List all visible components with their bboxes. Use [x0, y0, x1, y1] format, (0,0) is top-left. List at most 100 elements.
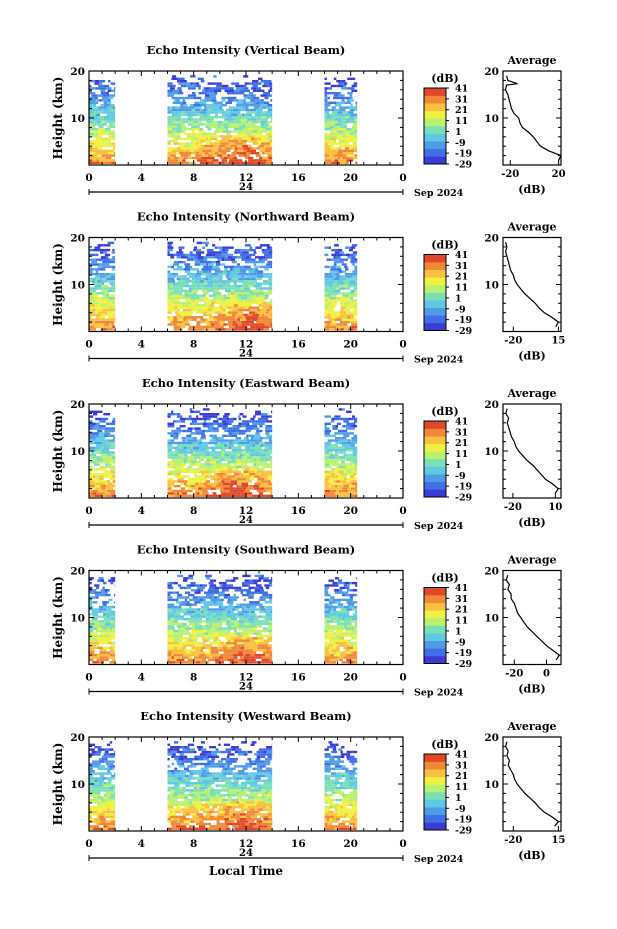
heatmap-cell — [344, 301, 351, 305]
heatmap-cell — [193, 246, 197, 249]
heatmap-cell — [249, 246, 253, 249]
heatmap-cell — [199, 101, 207, 104]
heatmap-cell — [224, 429, 227, 433]
heatmap-cell — [343, 137, 349, 140]
heatmap-cell — [324, 625, 332, 628]
profile-title: Average — [506, 54, 556, 67]
heatmap-cell — [341, 137, 344, 140]
heatmap-cell — [107, 610, 111, 614]
heatmap-cell — [217, 470, 220, 473]
heatmap-cell — [354, 149, 358, 152]
heatmap-cell — [167, 282, 171, 285]
heatmap-cell — [250, 152, 257, 155]
heatmap-cell — [176, 434, 179, 437]
heatmap-cell — [214, 589, 220, 592]
heatmap-cell — [249, 461, 257, 464]
heatmap-cell — [209, 287, 214, 290]
heatmap-cell — [181, 641, 185, 645]
heatmap-cell — [257, 646, 261, 650]
heatmap-cell — [209, 280, 214, 283]
heatmap-cell — [111, 434, 115, 437]
heatmap-cell — [221, 468, 226, 471]
heatmap-cell — [217, 477, 220, 481]
heatmap-cell — [208, 318, 214, 321]
heatmap-cell — [235, 473, 240, 476]
heatmap-cell — [112, 287, 116, 290]
heatmap-cell — [94, 156, 99, 160]
heatmap-cell — [225, 313, 232, 317]
heatmap-cell — [269, 125, 273, 128]
heatmap-cell — [348, 152, 354, 155]
heatmap-cell — [190, 82, 193, 85]
heatmap-cell — [89, 420, 93, 423]
heatmap-cell — [111, 453, 116, 457]
heatmap-cell — [196, 651, 200, 654]
heatmap-cell — [108, 593, 111, 597]
heatmap-cell — [92, 492, 97, 495]
heatmap-cell — [212, 120, 217, 124]
heatmap-cell — [341, 87, 348, 90]
heatmap-cell — [202, 451, 205, 454]
heatmap-cell — [255, 473, 259, 476]
heatmap-cell — [167, 432, 174, 435]
heatmap-cell — [94, 111, 97, 114]
heatmap-cell — [224, 149, 231, 152]
heatmap-cell — [211, 593, 214, 597]
heatmap-cell — [213, 292, 217, 295]
heatmap-cell — [349, 292, 354, 295]
heatmap-cell — [211, 123, 218, 126]
heatmap-cell — [235, 316, 238, 319]
heatmap-cell — [334, 577, 339, 580]
heatmap-cell — [352, 617, 358, 621]
heatmap-cell — [191, 468, 196, 471]
heatmap-cell — [342, 294, 350, 297]
heatmap-cell — [231, 477, 237, 481]
heatmap-cell — [220, 111, 224, 114]
heatmap-cell — [239, 280, 244, 283]
heatmap-cell — [248, 596, 254, 599]
heatmap-cell — [340, 320, 344, 324]
heatmap-cell — [351, 325, 355, 329]
heatmap-cell — [103, 581, 107, 585]
heatmap-cell — [223, 656, 230, 659]
heatmap-cell — [225, 622, 230, 626]
heatmap-cell — [177, 651, 185, 654]
heatmap-cell — [237, 649, 241, 652]
heatmap-cell — [345, 128, 352, 131]
heatmap-cell — [246, 487, 250, 490]
heatmap-cell — [99, 82, 103, 85]
heatmap-cell — [246, 593, 249, 597]
heatmap-cell — [101, 96, 109, 100]
heatmap-cell — [261, 658, 267, 662]
heatmap-cell — [89, 318, 95, 321]
heatmap-cell — [343, 323, 348, 326]
heatmap-cell — [204, 637, 208, 640]
heatmap-cell — [94, 144, 99, 148]
heatmap-cell — [245, 323, 250, 326]
heatmap-cell — [327, 629, 332, 633]
heatmap-cell — [89, 461, 92, 464]
heatmap-cell — [352, 492, 358, 495]
heatmap-cell — [109, 118, 116, 121]
colorbar-swatch — [424, 95, 446, 104]
heatmap-cell — [346, 410, 352, 413]
heatmap-cell — [355, 140, 358, 143]
heatmap-cell — [219, 653, 226, 657]
heatmap-cell — [332, 453, 339, 457]
x-tick-label: 12 — [239, 672, 254, 684]
heatmap-cell — [264, 152, 269, 155]
heatmap-cell — [93, 154, 98, 157]
heatmap-cell — [170, 87, 175, 90]
heatmap-cell — [247, 123, 251, 126]
heatmap-cell — [93, 625, 100, 628]
date-tick-label: 24 — [239, 515, 253, 526]
heatmap-cell — [264, 634, 271, 638]
heatmap-cell — [89, 313, 94, 317]
profile-y-tick-label: 10 — [484, 280, 499, 292]
heatmap-cell — [194, 475, 201, 478]
heatmap-cell — [202, 584, 207, 587]
heatmap-cell — [246, 111, 253, 114]
heatmap-cell — [324, 108, 331, 112]
